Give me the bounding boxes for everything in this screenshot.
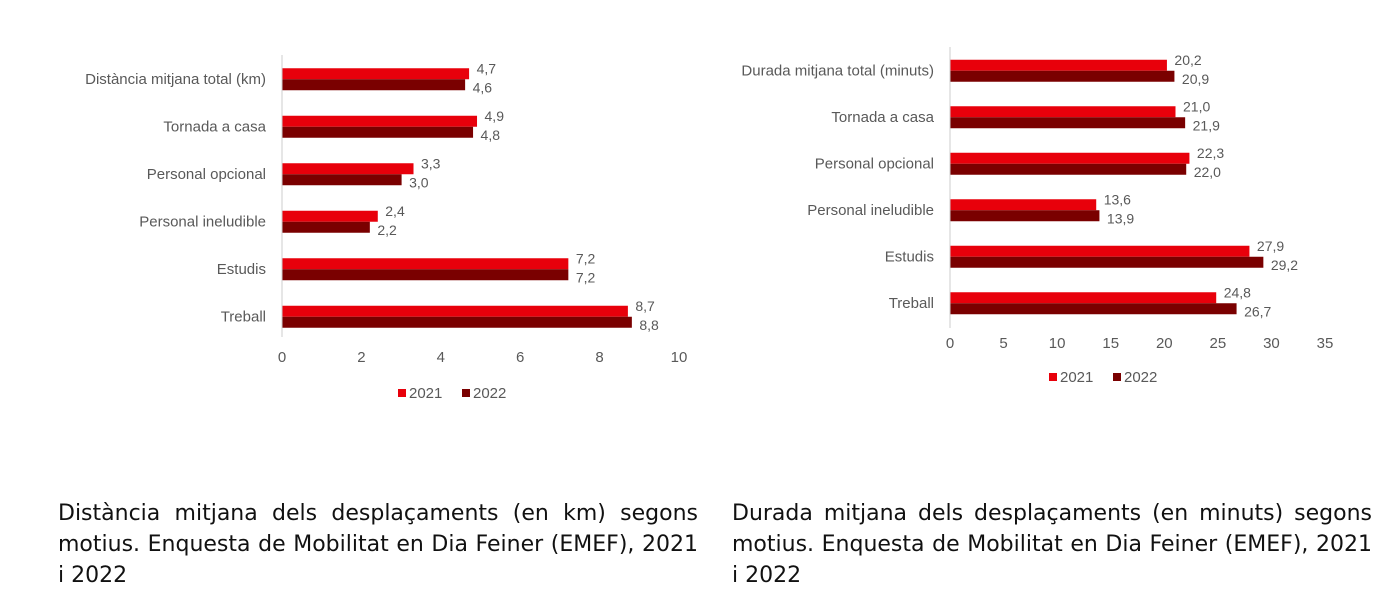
x-tick-label: 2 [357,349,365,366]
data-label-2021: 22,3 [1197,145,1224,161]
data-label-2021: 4,7 [477,60,497,76]
bar-2022 [282,174,402,186]
bar-2022 [950,117,1186,129]
x-tick-label: 30 [1263,335,1280,352]
legend-swatch-2021 [398,389,406,397]
data-label-2021: 20,2 [1174,52,1201,68]
legend-label-2021: 2021 [409,385,442,402]
legend: 2021 2022 [1049,369,1157,386]
chart-caption-duration: Durada mitjana dels desplaçaments (en mi… [732,501,1372,588]
chart-distance: 0 2 4 6 8 10 Distància mitjana total (km) 4,7 4,… [85,55,687,402]
category-label: Personal opcional [147,166,266,183]
x-tick-label: 0 [946,335,954,352]
legend-label-2022: 2022 [1124,369,1157,386]
legend-label-2022: 2022 [473,385,506,402]
x-tick-label: 8 [595,349,603,366]
chart-duration: 0 5 10 15 20 25 30 35 Durada mitjana total (minu… [741,47,1333,386]
category-label: Treball [889,295,934,312]
data-label-2021: 21,0 [1183,98,1210,114]
x-tick-label: 10 [1049,335,1066,352]
x-tick-label: 5 [999,335,1007,352]
category-label: Tornada a casa [163,118,266,135]
data-label-2022: 2,2 [377,222,397,238]
x-tick-label: 20 [1156,335,1173,352]
x-tick-label: 0 [278,349,286,366]
legend-swatch-2022 [462,389,470,397]
bar-2022 [282,269,569,281]
category-label: Tornada a casa [831,109,934,126]
category-label: Personal opcional [815,155,934,172]
x-tick-label: 15 [1102,335,1119,352]
x-tick-label: 25 [1210,335,1227,352]
bar-2022 [950,256,1264,268]
bar-2022 [282,316,632,328]
bar-2022 [950,163,1187,175]
bar-2021 [950,199,1097,211]
bar-2022 [282,221,370,233]
data-label-2022: 13,9 [1107,210,1134,226]
category-label: Treball [221,308,266,325]
bar-2022 [950,303,1237,315]
legend: 2021 2022 [398,385,506,402]
data-label-2022: 29,2 [1271,257,1298,273]
category-label: Durada mitjana total (minuts) [741,62,934,79]
bar-2021 [282,210,378,222]
data-label-2021: 27,9 [1257,238,1284,254]
category-label: Personal ineludible [807,202,934,219]
data-label-2021: 7,2 [576,250,596,266]
data-label-2021: 4,9 [485,108,505,124]
legend-label-2021: 2021 [1060,369,1093,386]
bar-2021 [282,115,478,127]
category-label: Estudis [217,261,266,278]
data-label-2022: 20,9 [1182,71,1209,87]
x-tick-label: 35 [1317,335,1334,352]
legend-swatch-2021 [1049,373,1057,381]
bar-2022 [282,126,474,138]
data-label-2022: 22,0 [1194,164,1221,180]
data-label-2022: 7,2 [576,269,596,285]
bar-2022 [950,70,1175,82]
bar-2021 [282,163,414,175]
data-label-2021: 24,8 [1224,284,1251,300]
category-label: Estudis [885,248,934,265]
bar-2021 [950,106,1176,118]
x-tick-label: 4 [437,349,445,366]
legend-swatch-2022 [1113,373,1121,381]
bar-2021 [950,152,1190,164]
data-label-2022: 4,8 [481,127,501,143]
data-label-2021: 8,7 [635,298,655,314]
data-label-2021: 13,6 [1104,191,1131,207]
bar-2021 [282,68,470,80]
data-label-2022: 26,7 [1244,303,1271,319]
bar-2021 [282,305,628,317]
data-label-2022: 21,9 [1193,117,1220,133]
chart-caption-distance: Distància mitjana dels desplaçaments (en… [58,501,698,588]
bar-2021 [282,258,569,270]
data-label-2022: 8,8 [639,317,659,333]
bar-2022 [282,79,466,91]
category-label: Personal ineludible [139,213,266,230]
data-label-2021: 2,4 [385,203,405,219]
x-tick-label: 10 [671,349,688,366]
data-label-2022: 3,0 [409,174,429,190]
x-tick-label: 6 [516,349,524,366]
data-label-2021: 3,3 [421,155,441,171]
bar-2021 [950,245,1250,257]
bar-2021 [950,292,1217,304]
bar-2022 [950,210,1100,222]
data-label-2022: 4,6 [473,79,493,95]
category-label: Distància mitjana total (km) [85,71,266,88]
bar-2021 [950,59,1167,71]
